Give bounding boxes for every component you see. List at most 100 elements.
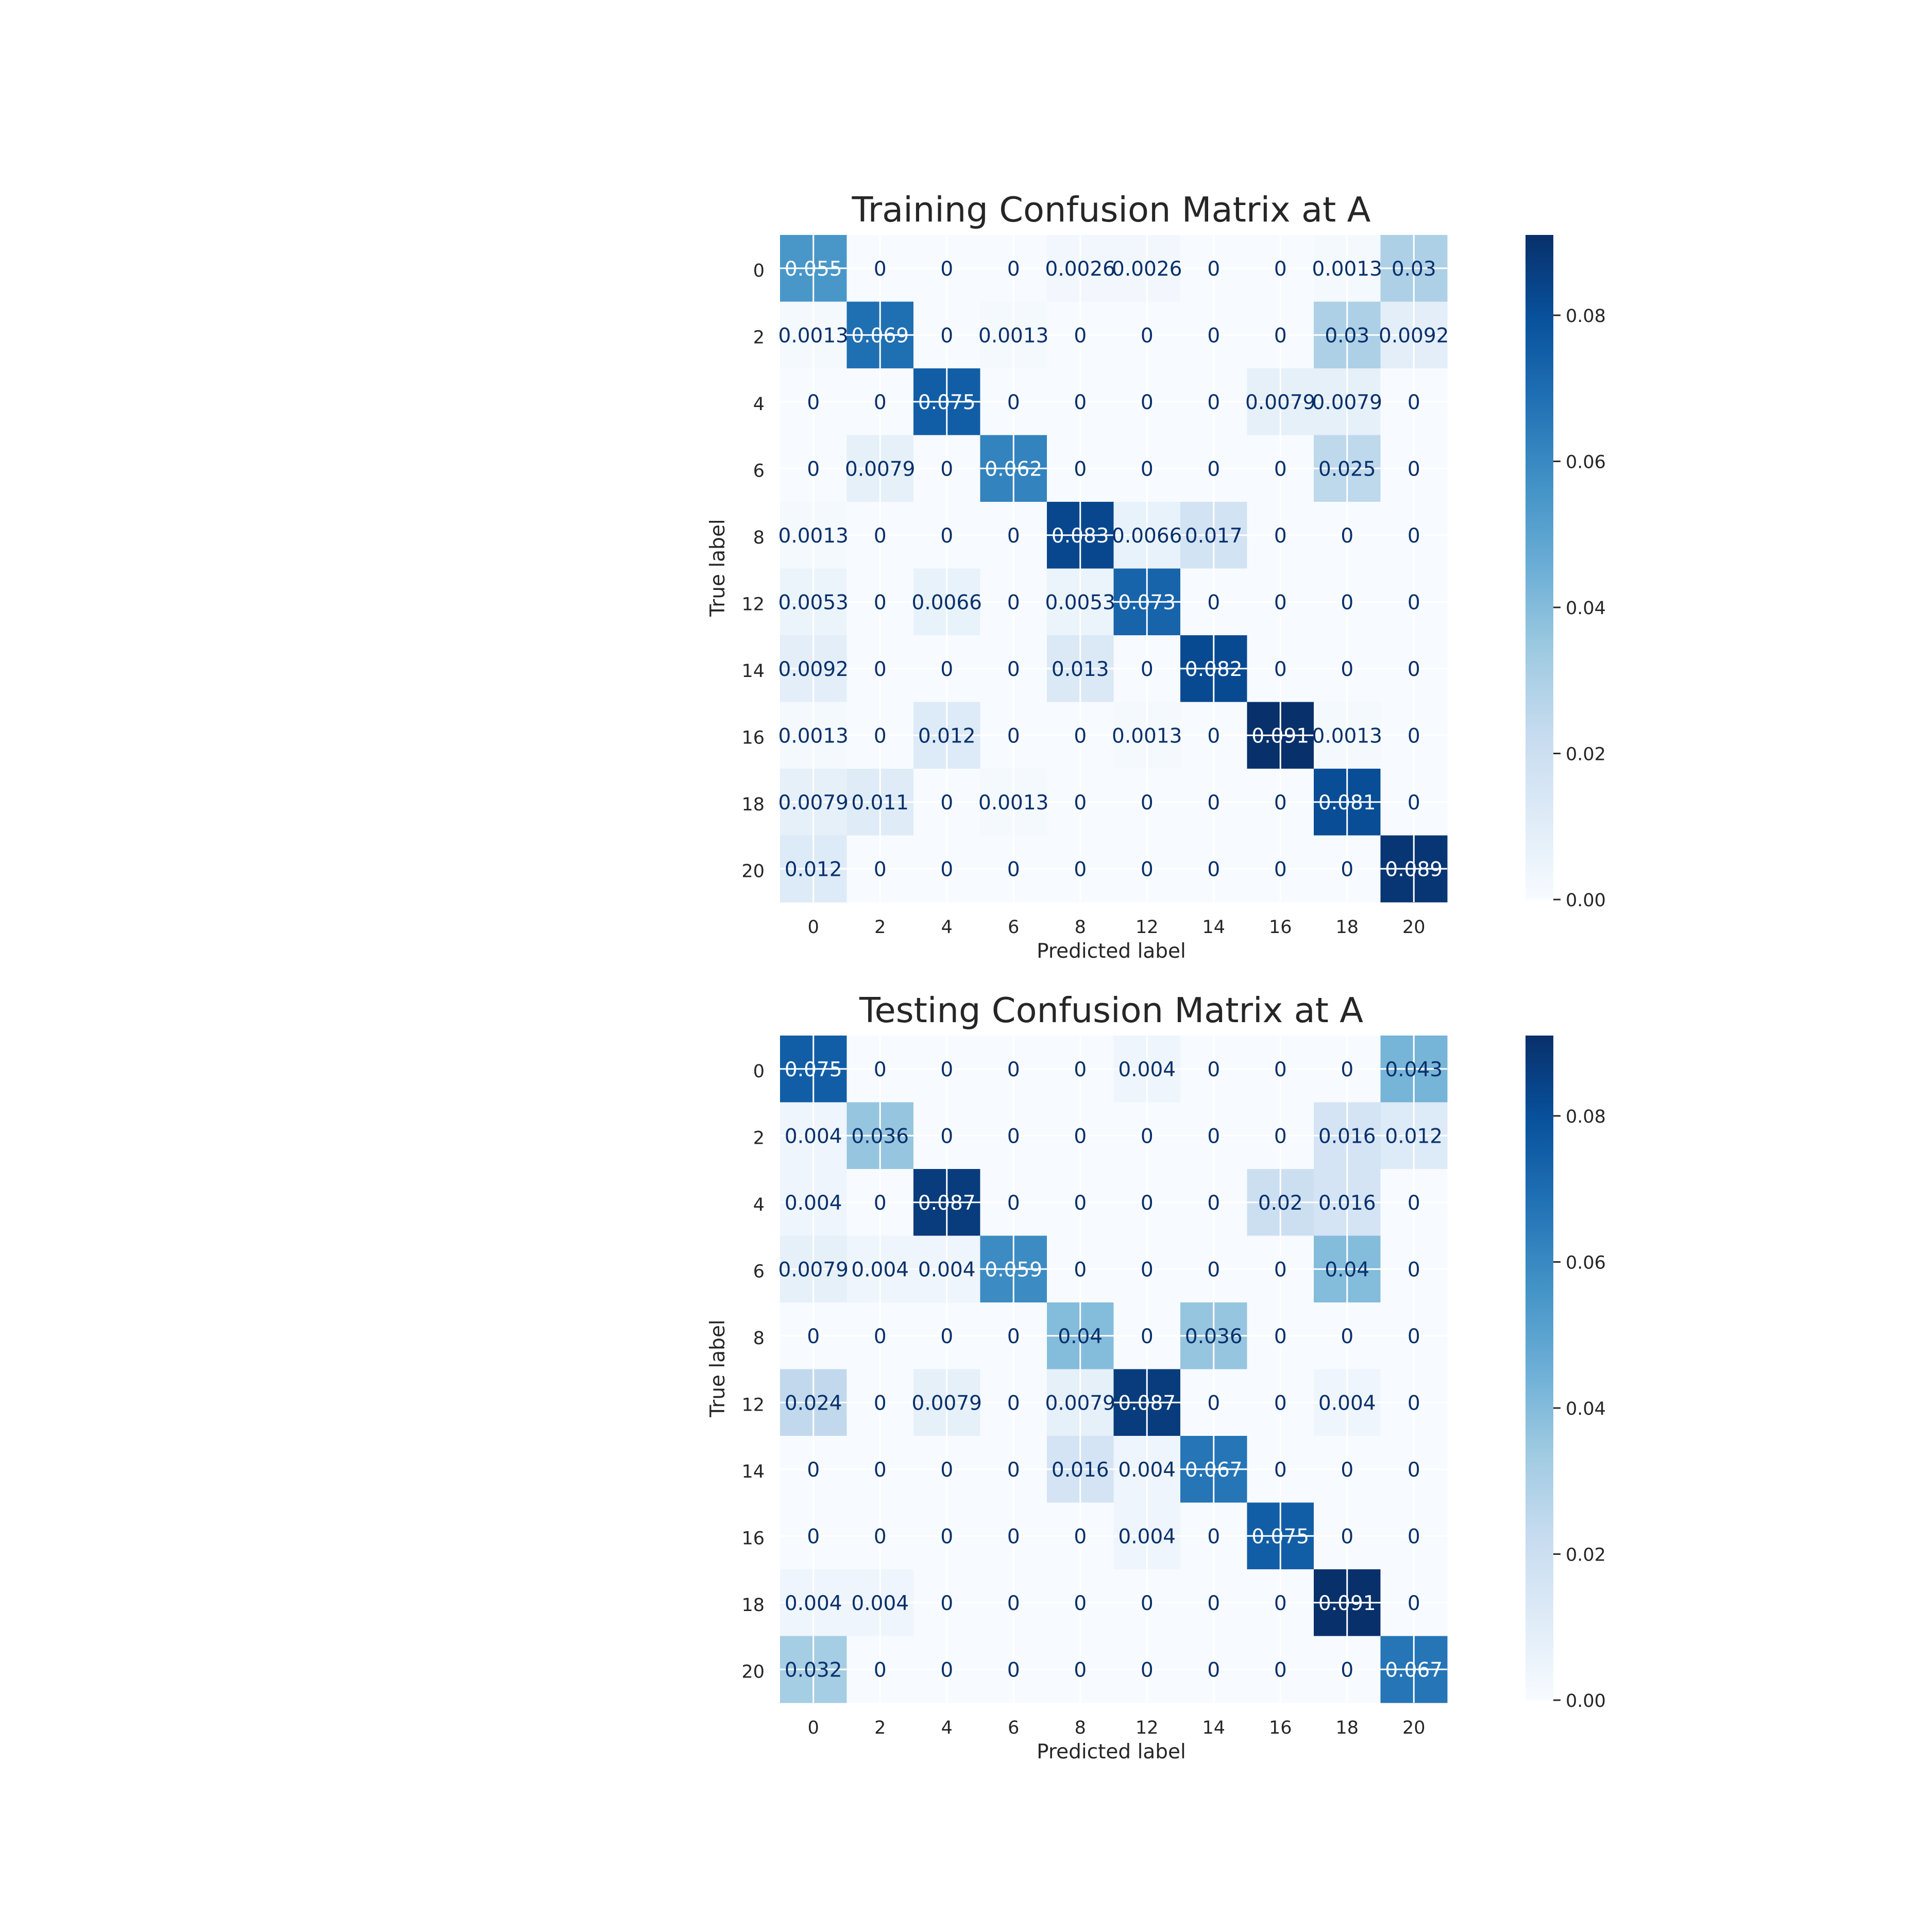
cell-value-label: 0.0013 [778,324,849,347]
cell-value-label: 0 [940,1459,953,1482]
cell-value-label: 0.0079 [1045,1392,1115,1415]
cell-value-label: 0 [1141,1125,1154,1148]
testing-panel: Testing Confusion Matrix at A 0.075 0 0 0 0 0… [706,990,1606,1764]
y-tick-label: 0 [753,261,765,281]
cell-value-label: 0 [1007,1459,1020,1482]
x-tick-label: 12 [1136,917,1159,938]
cell-value-label: 0 [1408,391,1420,414]
testing-colorbar: 0.00 0.02 0.04 0.06 0.08 [1526,1036,1606,1711]
cell-value-label: 0 [940,457,953,481]
cell-value-label: 0 [1141,1192,1154,1215]
cell-value-label: 0 [1207,1658,1220,1682]
testing-title: Testing Confusion Matrix at A [859,990,1363,1030]
y-tick-label: 12 [741,594,765,615]
cell-value-label: 0.017 [1185,524,1243,548]
cell-value-label: 0 [1341,1325,1353,1348]
cell-value-label: 0 [1074,1258,1087,1281]
cell-value-label: 0 [1074,324,1087,347]
cell-value-label: 0 [1007,1058,1020,1081]
colorbar-tick-label: 0.08 [1566,1107,1606,1127]
cell-value-label: 0 [1408,591,1420,614]
cell-value-label: 0 [874,1325,887,1348]
testing-y-axis-label: True label [706,1319,730,1418]
cell-value-label: 0.0079 [1245,391,1315,414]
cell-value-label: 0 [1074,1658,1087,1682]
y-tick-label: 16 [741,727,765,748]
cell-value-label: 0 [940,524,953,548]
cell-value-label: 0 [1074,724,1087,748]
cell-value-label: 0 [1007,391,1020,414]
cell-value-label: 0 [940,1658,953,1682]
cell-value-label: 0.091 [1251,724,1309,748]
cell-value-label: 0.059 [985,1258,1042,1281]
cell-value-label: 0 [807,1525,820,1548]
cell-value-label: 0.004 [785,1192,842,1215]
cell-value-label: 0 [1408,1258,1420,1281]
x-tick-label: 4 [941,917,953,938]
cell-value-label: 0.02 [1258,1192,1303,1215]
cell-value-label: 0.075 [918,391,976,414]
x-tick-label: 20 [1402,1718,1426,1738]
colorbar-tick-label: 0.04 [1566,598,1606,619]
cell-value-label: 0 [874,724,887,748]
cell-value-label: 0 [1007,1592,1020,1615]
cell-value-label: 0.013 [1052,658,1109,681]
cell-value-label: 0 [1408,1192,1420,1215]
cell-value-label: 0 [1274,1392,1287,1415]
cell-value-label: 0 [1207,1192,1220,1215]
colorbar-tick-label: 0.06 [1566,1252,1606,1273]
cell-value-label: 0 [807,391,820,414]
cell-value-label: 0.004 [1118,1058,1176,1081]
y-tick-label: 20 [741,1662,765,1682]
cell-value-label: 0 [1141,457,1154,481]
cell-value-label: 0.0079 [1312,391,1382,414]
cell-value-label: 0.004 [918,1258,976,1281]
cell-value-label: 0.012 [1385,1125,1443,1148]
cell-value-label: 0.025 [1318,457,1376,481]
cell-value-label: 0.004 [785,1592,842,1615]
training-x-ticks: 0 2 4 6 8 12 14 16 18 20 [808,917,1426,938]
cell-value-label: 0.004 [851,1258,909,1281]
x-tick-label: 16 [1269,917,1292,938]
y-tick-label: 20 [741,861,765,882]
cell-value-label: 0.081 [1318,791,1376,815]
cell-value-label: 0 [1074,457,1087,481]
x-tick-label: 2 [874,1718,886,1738]
cell-value-label: 0.032 [785,1658,842,1682]
x-tick-label: 18 [1335,1718,1359,1738]
x-tick-label: 14 [1202,917,1225,938]
cell-value-label: 0.016 [1318,1192,1376,1215]
testing-colorbar-ticks: 0.00 0.02 0.04 0.06 0.08 [1553,1107,1606,1711]
cell-value-label: 0 [1341,858,1353,881]
cell-value-label: 0.091 [1318,1592,1376,1615]
x-tick-label: 20 [1402,917,1426,938]
x-tick-label: 4 [941,1718,953,1738]
cell-value-label: 0.0079 [778,791,849,815]
cell-value-label: 0 [1207,1258,1220,1281]
cell-value-label: 0 [1074,1125,1087,1148]
cell-value-label: 0 [1007,1192,1020,1215]
training-title: Training Confusion Matrix at A [852,190,1371,230]
cell-value-label: 0 [1274,1058,1287,1081]
cell-value-label: 0 [1007,1658,1020,1682]
cell-value-label: 0 [1341,1658,1353,1682]
y-tick-label: 6 [753,461,765,481]
cell-value-label: 0 [1341,658,1353,681]
cell-value-label: 0 [1207,1058,1220,1081]
cell-value-label: 0 [1274,258,1287,281]
cell-value-label: 0 [940,258,953,281]
cell-value-label: 0.0013 [778,724,849,748]
cell-value-label: 0.036 [1185,1325,1243,1348]
cell-value-label: 0 [1274,1258,1287,1281]
cell-value-label: 0 [1274,1592,1287,1615]
cell-value-label: 0.004 [1318,1392,1376,1415]
cell-value-label: 0.0013 [778,524,849,548]
cell-value-label: 0 [1207,324,1220,347]
cell-value-label: 0 [940,1592,953,1615]
cell-value-label: 0.0079 [845,457,915,481]
y-tick-label: 2 [753,1128,765,1148]
cell-value-label: 0 [874,258,887,281]
cell-value-label: 0 [874,1459,887,1482]
x-tick-label: 0 [808,917,819,938]
